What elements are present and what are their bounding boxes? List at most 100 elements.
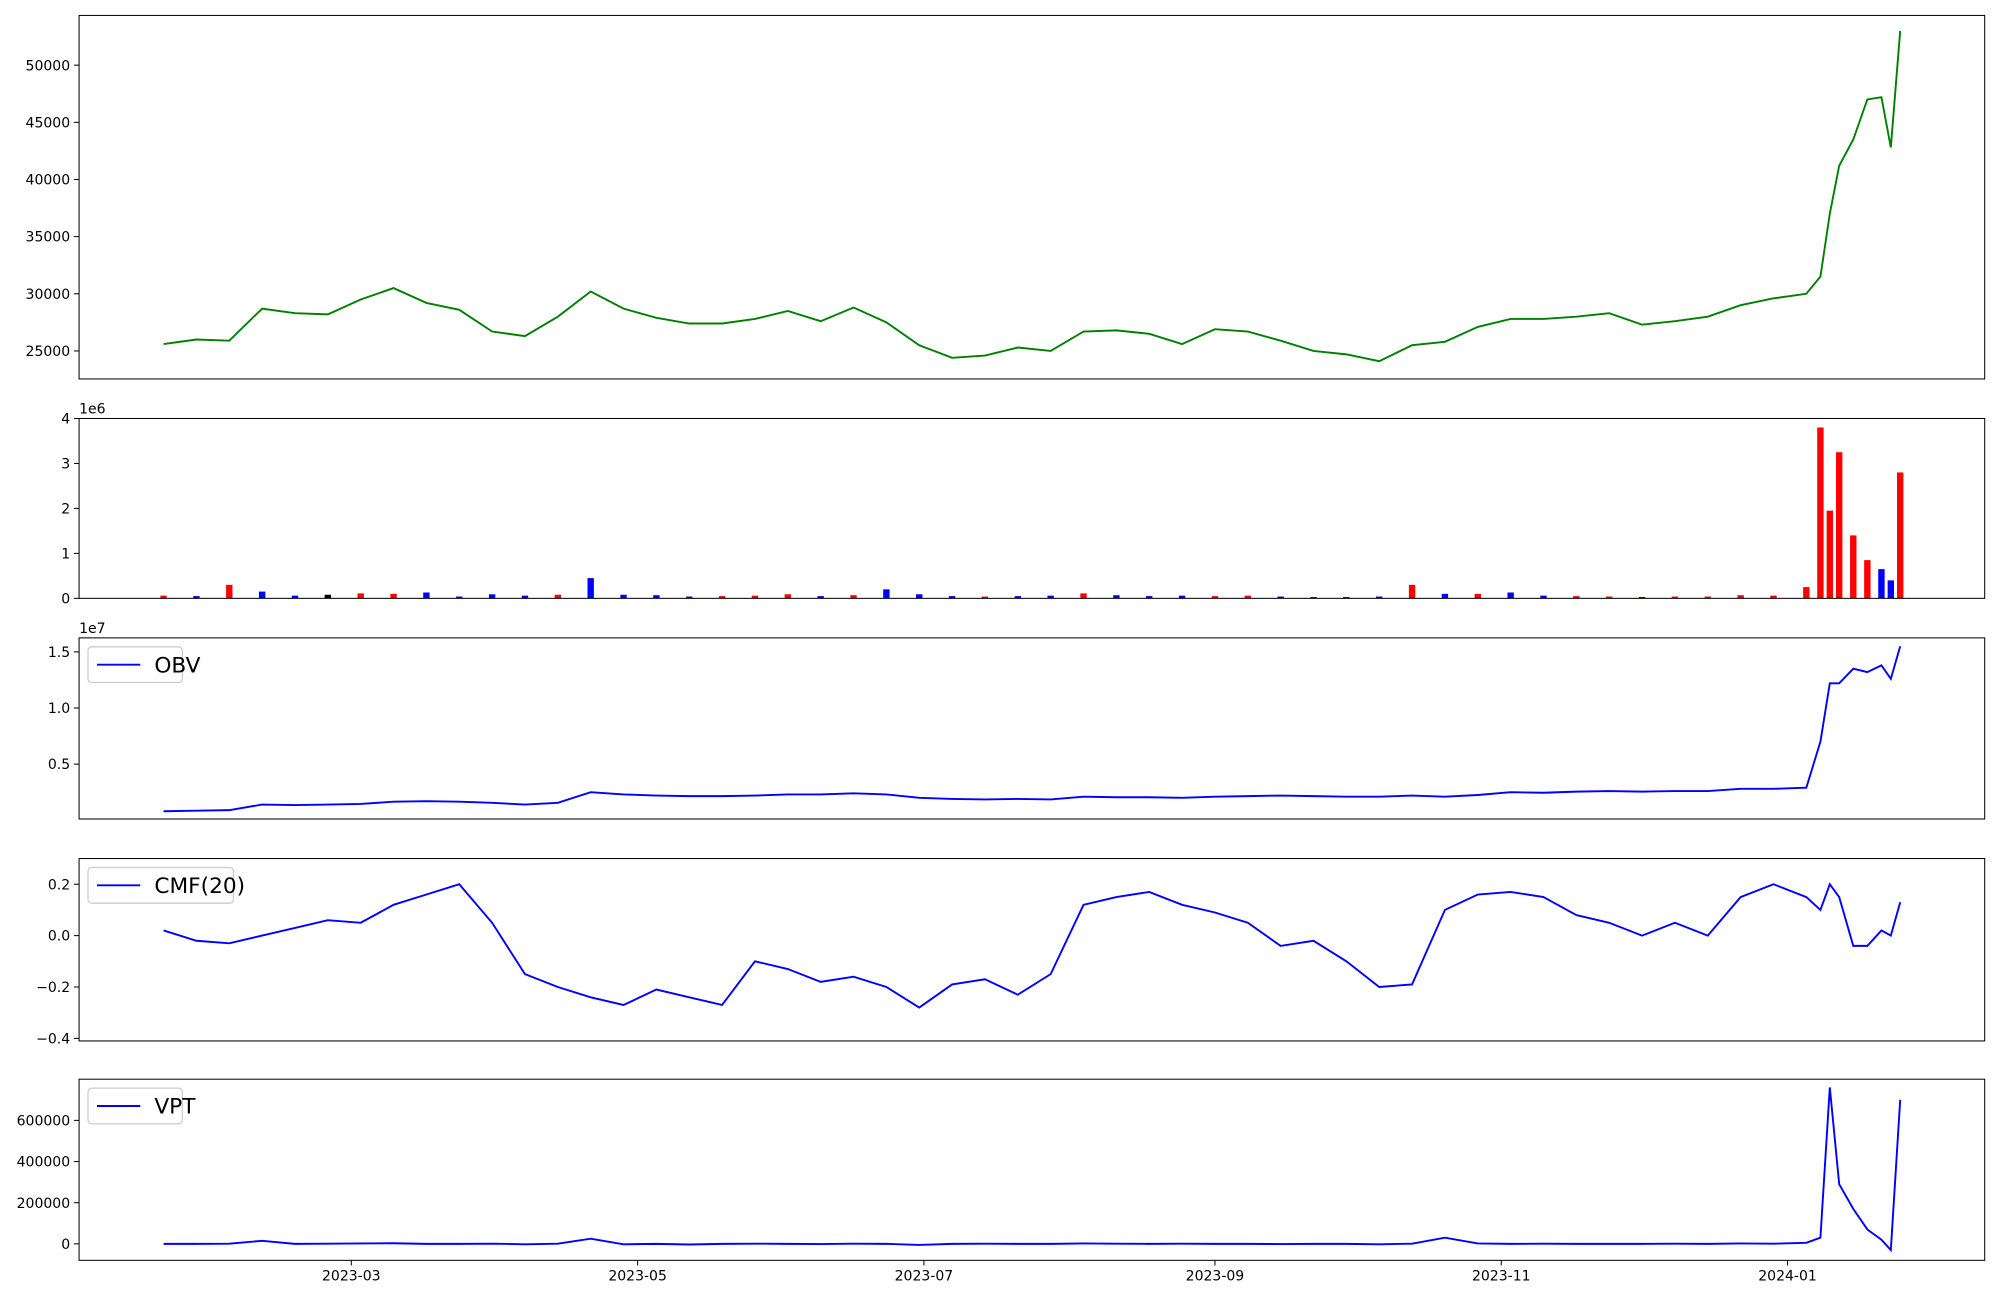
y-tick-label: 40000 [26,173,71,189]
volume-bar [1638,596,1646,599]
volume-bar [1047,595,1054,599]
volume-bar [883,589,890,599]
x-tick-label: 2023-05 [608,1269,667,1285]
volume-bar [1244,595,1251,599]
y-tick-label: 0 [61,591,70,607]
volume-bar [1704,596,1711,599]
volume-bar [226,584,233,599]
y-tick-label: 200000 [17,1196,71,1212]
volume-bar [1540,595,1547,599]
y-tick-label: 0 [61,1237,70,1253]
x-tick-label: 2023-03 [322,1269,381,1285]
y-tick-label: 1.5 [48,645,70,661]
volume-bar [521,595,529,599]
axes-frame [78,417,1986,599]
volume-bar [1178,595,1186,599]
volume-bar [258,591,266,599]
y-tick-label: −0.4 [36,1031,70,1047]
axis-offset-label: 1e6 [79,401,106,417]
y-tick-label: 0.5 [48,757,70,773]
y-tick-label: 30000 [26,287,71,303]
y-tick-label: 1.0 [48,701,70,717]
volume-bar [1826,510,1833,599]
volume-bar [1850,535,1857,599]
volume-bar [390,593,397,599]
y-tick-label: −0.2 [36,980,70,996]
volume-bar [1770,595,1777,599]
volume-bar [1836,452,1843,599]
volume-bar [488,594,496,599]
volume-bar [291,595,299,599]
volume-bar [1441,593,1449,599]
volume-bar [850,595,857,599]
volume-bar [1864,560,1871,599]
volume-bar [1014,596,1021,599]
axes-frame [78,858,1986,1042]
axes-frame [78,1078,1986,1261]
volume-bar [1606,596,1613,599]
volume-bar [948,596,956,599]
y-tick-label: 4 [61,412,70,428]
volume-bar [1146,596,1153,599]
volume-bar [1080,593,1087,599]
y-tick-label: 400000 [17,1155,71,1171]
volume-bar [160,595,167,599]
volume-bar [1277,596,1284,599]
volume-bar [653,595,660,599]
volume-bar [1310,596,1317,599]
x-tick-label: 2024-01 [1758,1269,1817,1285]
volume-bar [1113,595,1120,599]
data-line [163,1087,1902,1253]
volume-bar [1803,587,1810,599]
axis-offset-label: 1e7 [79,621,105,637]
volume-bar [981,596,989,599]
volume-bar [1343,596,1350,599]
volume-bar [1878,569,1885,599]
data-line [163,646,1902,813]
volume-bar [751,595,759,599]
y-tick-label: 2 [61,502,70,518]
volume-bar [193,596,200,599]
volume-bar [718,596,726,599]
volume-bar [1474,593,1481,599]
legend-label: OBV [154,653,200,678]
volume-bar [1671,596,1679,599]
volume-bar [357,593,364,599]
volume-bar [423,592,430,599]
x-tick-label: 2023-09 [1186,1269,1245,1285]
x-tick-label: 2023-07 [895,1269,954,1285]
volume-bar [324,594,332,599]
volume-bar [1376,596,1383,599]
volume-bar [554,594,562,599]
volume-bar [1211,596,1219,599]
volume-bar [1897,472,1904,599]
x-tick-label: 2023-11 [1472,1269,1531,1285]
volume-bar [620,594,627,599]
volume-bar [1573,596,1580,599]
data-line [163,30,1902,363]
volume-bar [587,578,594,599]
axes-frame [78,14,1986,380]
volume-bar [1737,595,1744,599]
legend-box [87,866,235,904]
volume-bar [784,594,792,599]
y-tick-label: 0.2 [48,877,70,893]
volume-bar [1507,592,1514,599]
y-tick-label: 600000 [17,1113,71,1129]
legend-label: VPT [154,1095,196,1120]
volume-bar [916,594,923,599]
volume-bar [1408,584,1416,599]
y-tick-label: 35000 [26,230,71,246]
y-tick-label: 45000 [26,115,71,131]
legend-label: CMF(20) [154,874,245,899]
volume-bar [686,596,693,599]
y-tick-label: 1 [61,546,70,562]
y-tick-label: 50000 [26,58,71,74]
volume-bar [456,596,463,599]
y-tick-label: 3 [61,457,70,473]
volume-bar [1817,427,1824,599]
y-tick-label: 25000 [26,344,71,360]
y-tick-label: 0.0 [48,929,70,945]
axes-frame [78,637,1986,820]
